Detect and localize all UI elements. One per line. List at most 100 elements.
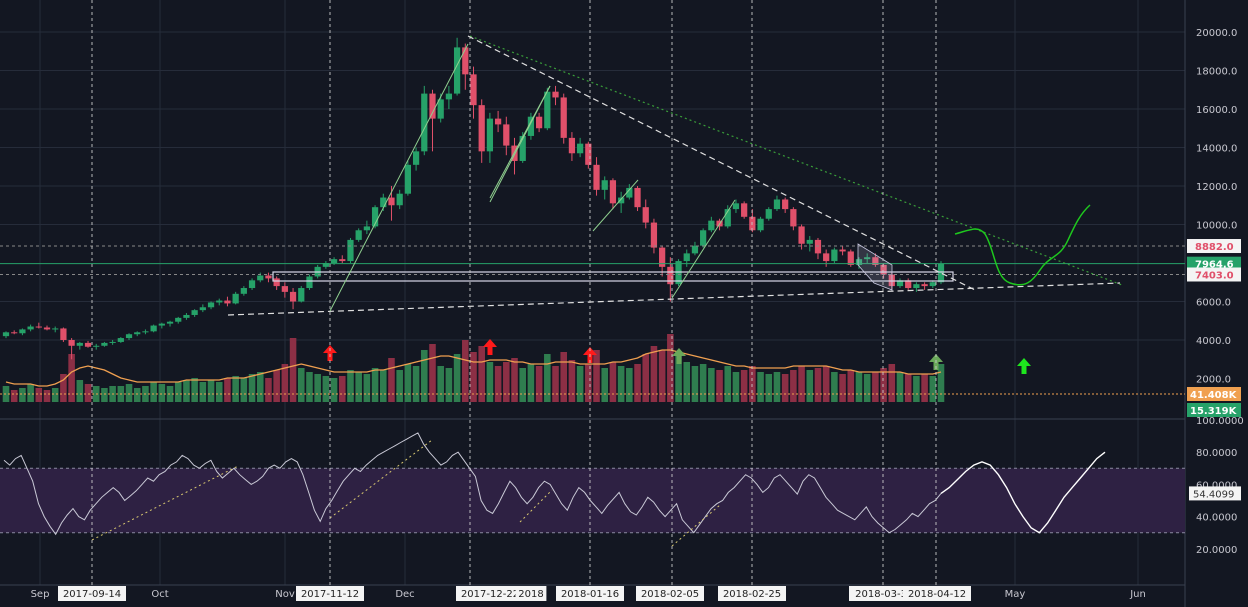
volume-bar — [166, 386, 174, 402]
arrow-up-icon — [323, 345, 337, 361]
price-tag-label: 7964.6 — [1195, 260, 1234, 271]
candle-body — [741, 203, 748, 217]
candle-body — [183, 314, 190, 318]
candle-body — [929, 282, 936, 287]
volume-bar — [338, 376, 346, 402]
volume-bar — [732, 372, 740, 402]
axes: 20000.0 18000.0 16000.0 14000.0 12000.0 10000… — [31, 28, 1244, 601]
date-label-bg — [58, 586, 126, 601]
volume-bar — [691, 366, 699, 402]
volume-bar — [675, 354, 682, 402]
volume-bar — [921, 374, 928, 402]
candle-body — [683, 253, 690, 262]
volume-bar — [150, 382, 157, 402]
candle-body — [388, 197, 395, 206]
volume-tag-label: 15.319K — [1190, 406, 1238, 417]
rsi-tick-label: 100.0000 — [1196, 416, 1244, 427]
date-label: 2018-02-05 — [641, 589, 699, 600]
candle-body — [322, 263, 329, 267]
candle-body — [273, 278, 280, 287]
candle-body — [798, 226, 805, 244]
volume-bar — [10, 390, 18, 402]
month-label: Nov — [275, 589, 295, 600]
rally-line — [671, 199, 736, 299]
volume-bar — [855, 372, 863, 402]
candle-body — [11, 332, 18, 334]
candle-body — [52, 328, 59, 330]
date-label-bg — [296, 586, 364, 601]
price-tick-label: 16000.0 — [1196, 105, 1237, 116]
candle-body — [84, 342, 92, 347]
candle-body — [855, 259, 863, 265]
date-label: 2017-12-22 — [461, 589, 519, 600]
volume-bar — [617, 366, 625, 402]
candle-body — [158, 323, 165, 326]
volume-bar — [27, 384, 34, 402]
vertical-markers — [91, 0, 937, 585]
long-green-trend — [469, 35, 1123, 286]
annotation-lines — [0, 35, 1185, 316]
rsi-line — [3, 432, 942, 536]
volume-bar — [658, 350, 666, 402]
volume-bar — [790, 370, 797, 402]
rally-line — [592, 179, 639, 232]
volume-bar — [133, 388, 141, 402]
volume-bar — [199, 382, 207, 402]
candle-body — [363, 226, 370, 231]
volume-bar — [724, 366, 732, 402]
volume-bar — [527, 364, 535, 402]
candle-body — [281, 286, 288, 292]
volume-bar — [683, 362, 691, 402]
volume-bar — [593, 350, 600, 402]
candle-body — [462, 47, 469, 75]
month-label: Dec — [395, 589, 414, 600]
candle-body — [347, 239, 354, 262]
volume-bar — [872, 372, 879, 402]
candle-body — [560, 97, 567, 138]
price-projection — [954, 204, 1091, 286]
rsi-trendline — [91, 465, 239, 541]
volume-bar — [601, 368, 609, 402]
candle-body — [134, 332, 141, 335]
volume-bar — [429, 344, 436, 402]
volume-bar — [494, 366, 502, 402]
volume-bar — [363, 374, 371, 402]
candle-body — [175, 317, 182, 322]
volume-bar — [535, 366, 543, 402]
volume-bar — [781, 374, 789, 402]
candle-body — [396, 193, 403, 206]
price-tick-label: 18000.0 — [1196, 67, 1237, 78]
wedge-shape — [857, 243, 893, 291]
volume-bar — [396, 370, 403, 402]
price-tag-label: 8882.0 — [1195, 242, 1234, 253]
candle-body — [101, 342, 108, 346]
volume-bar — [207, 380, 215, 402]
price-tick-label: 6000.0 — [1196, 298, 1231, 309]
volume-bar — [183, 380, 190, 402]
candle-body — [773, 199, 781, 210]
month-label: May — [1005, 589, 1026, 600]
candle-body — [527, 116, 535, 136]
candle-body — [478, 105, 485, 152]
candle-body — [790, 209, 797, 227]
candle-body — [445, 93, 453, 100]
volume-bar — [355, 372, 362, 402]
candle-body — [117, 338, 124, 342]
volume-bar — [831, 372, 838, 402]
date-label-bg — [849, 586, 917, 601]
date-label-bg — [556, 586, 624, 601]
volume-bar — [650, 346, 658, 402]
candle-body — [675, 261, 682, 285]
price-tag-label: 7403.0 — [1195, 270, 1234, 281]
volume-bar — [634, 364, 641, 402]
candle-body — [339, 259, 346, 262]
volume-bar — [568, 360, 576, 402]
candle-body — [585, 143, 592, 165]
candle-body — [453, 47, 461, 94]
date-label-bg — [903, 586, 971, 601]
ascending-support — [227, 282, 1121, 316]
arrow-up-icon — [1017, 358, 1031, 374]
volume-bar — [453, 354, 461, 402]
volume-bar — [19, 388, 26, 402]
